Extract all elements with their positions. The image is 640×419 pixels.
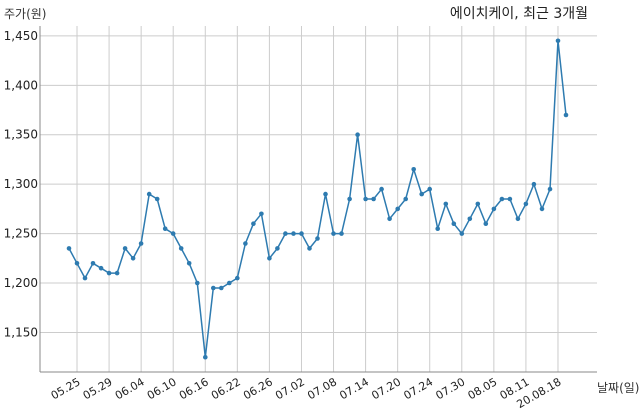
- y-axis-title: 주가(원): [4, 7, 46, 21]
- data-point: [523, 201, 529, 207]
- data-point: [467, 216, 473, 222]
- x-tick-label: 07.24: [401, 375, 435, 402]
- x-tick-label: 07.14: [337, 375, 371, 402]
- data-point: [211, 285, 216, 291]
- data-point: [114, 270, 120, 276]
- y-tick-label: 1,200: [4, 276, 38, 290]
- data-point: [323, 191, 328, 197]
- data-point: [283, 231, 288, 236]
- data-point: [235, 275, 240, 281]
- data-point: [90, 261, 96, 266]
- y-tick-label: 1,350: [4, 128, 38, 142]
- data-point: [219, 285, 224, 291]
- data-point: [475, 201, 481, 207]
- x-tick-label: 08.05: [466, 375, 500, 402]
- x-tick-label: 07.20: [369, 375, 403, 402]
- data-point: [555, 38, 561, 44]
- data-point: [251, 221, 256, 226]
- data-point: [146, 191, 152, 197]
- data-point: [154, 196, 160, 202]
- y-tick-label: 1,400: [4, 78, 38, 92]
- data-point: [483, 221, 489, 226]
- data-point: [106, 270, 112, 276]
- grid-layer: [40, 26, 597, 372]
- data-point: [170, 231, 176, 236]
- data-point: [403, 196, 409, 202]
- point-layer: [66, 38, 569, 360]
- axis-layer: [39, 26, 597, 373]
- data-point: [435, 226, 441, 231]
- x-tick-label: 07.02: [273, 375, 307, 402]
- data-point: [307, 246, 312, 251]
- x-tick-label: 05.25: [49, 375, 83, 402]
- data-point: [355, 132, 360, 137]
- data-point: [491, 206, 497, 212]
- y-tick-label: 1,150: [4, 325, 38, 339]
- data-point: [379, 186, 384, 192]
- data-point: [195, 280, 200, 286]
- x-axis-title: 날짜(일): [597, 381, 639, 395]
- data-point: [347, 196, 352, 202]
- data-point: [499, 196, 505, 202]
- data-point: [387, 216, 392, 222]
- x-tick-label: 06.26: [241, 375, 275, 402]
- data-point: [371, 196, 376, 202]
- data-point: [243, 241, 248, 246]
- y-tick-label: 1,450: [4, 29, 38, 43]
- data-point: [419, 191, 425, 197]
- data-point: [291, 231, 296, 236]
- data-point: [66, 246, 72, 251]
- x-tick-label: 05.29: [81, 375, 115, 402]
- data-point: [315, 236, 320, 241]
- data-point: [98, 265, 104, 271]
- data-point: [74, 261, 80, 266]
- data-point: [395, 206, 401, 212]
- data-point: [162, 226, 168, 231]
- data-point: [547, 186, 553, 192]
- price-series-line: [68, 40, 567, 358]
- data-point: [122, 246, 128, 251]
- data-point: [507, 196, 513, 202]
- data-point: [459, 231, 465, 236]
- x-tick-label: 06.04: [113, 375, 147, 402]
- x-tick-label: 07.08: [305, 375, 339, 402]
- chart-title: 에이치케이, 최근 3개월: [450, 6, 588, 22]
- data-point: [186, 261, 192, 266]
- y-tick-label: 1,300: [4, 177, 38, 191]
- data-point: [130, 255, 136, 261]
- data-point: [411, 167, 417, 172]
- data-point: [275, 246, 280, 251]
- y-tick-label: 1,250: [4, 227, 38, 241]
- data-point: [331, 231, 336, 236]
- data-point: [363, 196, 368, 202]
- data-point: [539, 206, 545, 212]
- x-tick-label: 06.10: [145, 375, 179, 402]
- data-point: [82, 275, 88, 281]
- data-point: [203, 354, 208, 360]
- data-point: [563, 112, 569, 118]
- data-point: [227, 280, 232, 286]
- x-tick-label: 06.16: [177, 375, 211, 402]
- data-point: [299, 231, 304, 236]
- line-layer: [68, 40, 567, 358]
- data-point: [178, 246, 184, 251]
- data-point: [427, 186, 433, 192]
- data-point: [443, 201, 449, 207]
- x-tick-label: 07.30: [434, 375, 468, 402]
- data-point: [267, 255, 272, 261]
- data-point: [515, 216, 521, 222]
- data-point: [339, 231, 344, 236]
- x-tick-label: 06.22: [209, 375, 243, 402]
- data-point: [259, 211, 264, 217]
- data-point: [138, 241, 144, 246]
- data-point: [451, 221, 457, 226]
- data-point: [531, 181, 537, 187]
